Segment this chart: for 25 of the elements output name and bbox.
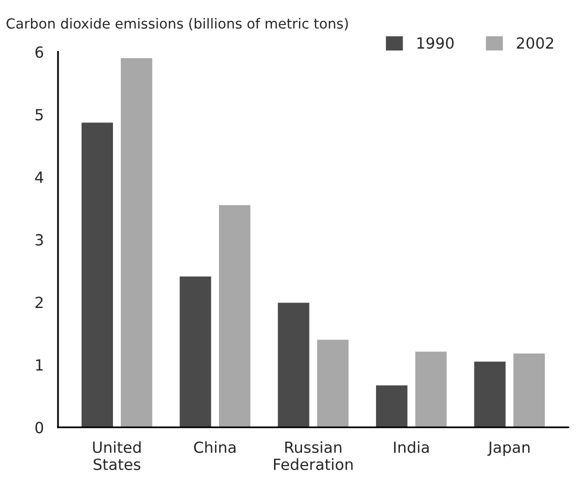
x-tick-label: United States (93, 441, 141, 470)
x-tick-label: Russian Federation (274, 441, 353, 470)
y-tick-label: 6 (35, 46, 44, 58)
y-tick-label: 4 (35, 172, 44, 183)
legend-label: 1990 (417, 37, 454, 49)
y-tick-label: 5 (36, 109, 43, 120)
x-tick-label: Japan (487, 442, 530, 456)
bar (376, 385, 408, 428)
y-tick-label: 2 (36, 296, 43, 308)
chart-title: Carbon dioxide emissions (billions of metric tons) (6, 18, 348, 30)
y-tick-label: 1 (36, 359, 43, 371)
x-tick-label: China (194, 441, 236, 454)
bar (180, 276, 212, 428)
x-tick-label: India (394, 441, 429, 454)
bar (278, 302, 310, 428)
bar (415, 352, 447, 428)
bar (317, 340, 349, 428)
legend-label: 2002 (516, 37, 554, 49)
bar (218, 205, 250, 428)
y-tick-label: 3 (36, 234, 43, 246)
bar (82, 122, 113, 428)
bar (513, 353, 545, 428)
bar (474, 362, 506, 428)
y-tick-label: 0 (35, 422, 44, 434)
bar (120, 58, 152, 428)
